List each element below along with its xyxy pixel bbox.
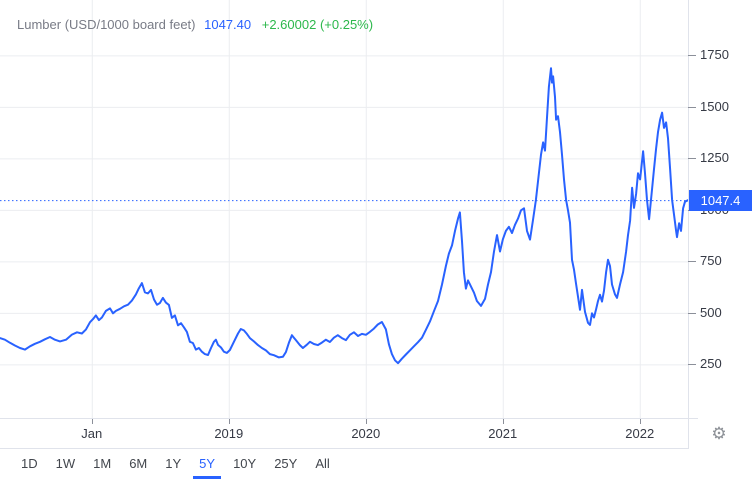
time-axis-tick	[228, 419, 230, 424]
range-button-10y[interactable]: 10Y	[224, 449, 265, 479]
price-axis-label: 500	[700, 304, 722, 320]
change-value: +2.60002	[261, 17, 317, 32]
range-button-6m[interactable]: 6M	[120, 449, 156, 479]
price-axis-tick	[688, 158, 696, 160]
range-button-1m[interactable]: 1M	[84, 449, 120, 479]
toolbar-separator	[0, 448, 689, 449]
chart-header: Lumber (USD/1000 board feet) 1047.40 +2.…	[17, 17, 373, 32]
price-series-line	[0, 67, 688, 365]
range-button-25y[interactable]: 25Y	[265, 449, 306, 479]
time-axis-label: 2022	[625, 426, 655, 441]
settings-gear-icon[interactable]: ⚙	[711, 424, 727, 443]
price-axis-label: 1500	[700, 98, 729, 114]
price-axis-label: 1750	[700, 47, 729, 63]
change-percent: (+0.25%)	[319, 17, 374, 32]
price-axis-tick	[688, 364, 696, 366]
time-axis-tick	[365, 419, 367, 424]
time-axis-label: Jan	[81, 426, 103, 441]
time-axis-tick	[502, 419, 504, 424]
range-button-5y[interactable]: 5Y	[190, 449, 224, 479]
price-axis-label: 250	[700, 356, 722, 372]
price-axis-tick	[688, 312, 696, 314]
range-button-1d[interactable]: 1D	[12, 449, 47, 479]
range-button-1y[interactable]: 1Y	[156, 449, 190, 479]
time-axis-separator	[0, 418, 698, 419]
time-axis-tick	[639, 419, 641, 424]
price-line-chart[interactable]	[0, 0, 688, 418]
time-axis-label: 2021	[488, 426, 518, 441]
range-button-1w[interactable]: 1W	[47, 449, 85, 479]
symbol-label: Lumber (USD/1000 board feet)	[17, 17, 196, 32]
time-axis[interactable]: Jan 2019 2020 2021 2022	[0, 419, 688, 448]
price-axis-tick	[688, 55, 696, 57]
price-axis-label: 1250	[700, 150, 729, 166]
date-range-toolbar: 1D 1W 1M 6M 1Y 5Y 10Y 25Y All	[0, 449, 752, 479]
price-axis-tick	[688, 261, 696, 263]
price-axis-tick	[688, 106, 696, 108]
price-change: +2.60002 (+0.25%)	[262, 17, 373, 32]
current-price-badge: 1047.4	[689, 190, 752, 212]
time-axis-label: 2020	[351, 426, 381, 441]
time-axis-label: 2019	[214, 426, 244, 441]
last-price: 1047.40	[204, 17, 252, 32]
price-axis-separator	[688, 0, 689, 448]
time-axis-tick	[91, 419, 93, 424]
range-button-all[interactable]: All	[306, 449, 338, 479]
price-axis-label: 750	[700, 253, 722, 269]
